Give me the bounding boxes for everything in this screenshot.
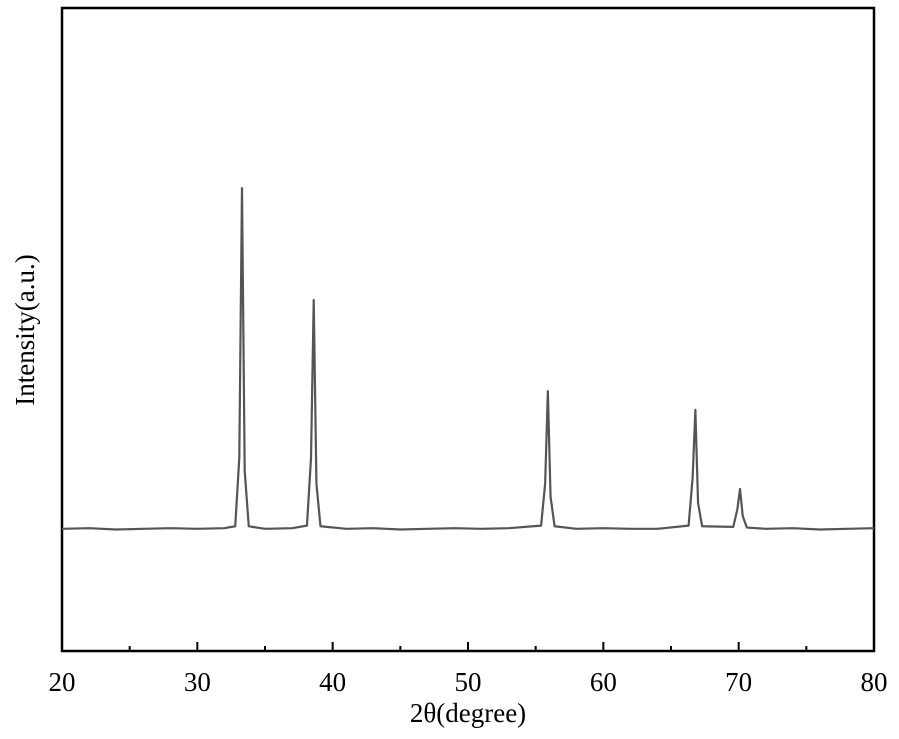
x-tick-label: 50	[455, 667, 482, 697]
x-tick-label: 70	[725, 667, 752, 697]
x-tick-label: 60	[590, 667, 617, 697]
plot-frame	[60, 6, 876, 653]
x-axis-label: 2θ(degree)	[410, 698, 526, 728]
y-axis-label: Intensity(a.u.)	[10, 254, 40, 405]
x-tick-label: 20	[49, 667, 76, 697]
x-tick-label: 40	[319, 667, 346, 697]
x-tick-label: 30	[184, 667, 211, 697]
data-line	[61, 186, 875, 531]
x-tick-label: 80	[861, 667, 888, 697]
